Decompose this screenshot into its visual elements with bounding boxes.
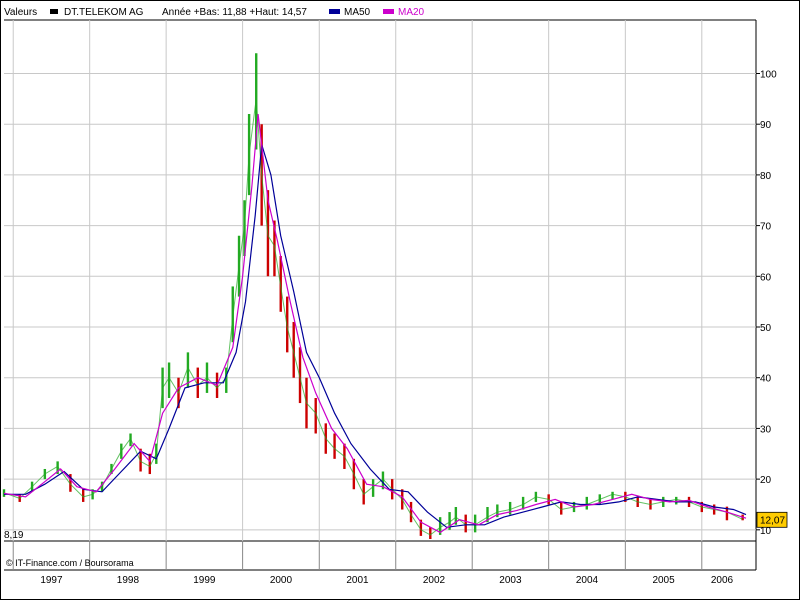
y-tick-label: 40 [760,374,772,385]
y-axis: 10 20 30 40 50 60 70 80 90 100 [756,69,777,537]
ma50-line [4,144,747,528]
y-tick-label: 50 [760,323,772,334]
y-tick-label: 100 [760,69,777,80]
moving-averages [3,114,747,534]
x-tick-label: 2001 [346,575,369,586]
y-tick-label: 90 [760,120,772,131]
ma50-legend-swatch [329,9,340,14]
security-legend-swatch [50,9,58,14]
ma20-label: MA20 [398,7,425,18]
ma20-line [3,114,747,534]
last-price-value: 12,07 [760,515,785,526]
last-price-badge: 12,07 [756,511,788,528]
y-tick-label: 20 [760,475,772,486]
legend: Valeurs DT.TELEKOM AG Année +Bas: 11,88 … [4,7,425,18]
credit-label: © IT-Finance.com / Boursorama [6,558,134,568]
last-price-badge-box [756,511,788,528]
price-candles [2,53,744,539]
y-tick-label: 80 [760,171,772,182]
x-axis: 1997 1998 1999 2000 2001 2002 2003 2004 2005 2006 [12,541,734,586]
low-value-label: 8,19 [4,530,24,541]
range-label: Année +Bas: 11,88 +Haut: 14,57 [162,7,307,18]
y-tick-label: 60 [760,272,772,283]
x-tick-label: 1997 [40,575,63,586]
ma20-legend-swatch [383,9,394,14]
valeurs-label: Valeurs [4,7,37,18]
y-tick-label: 30 [760,424,772,435]
x-tick-label: 2002 [423,575,446,586]
x-tick-label: 2005 [652,575,675,586]
y-tick-label: 70 [760,222,772,233]
security-label: DT.TELEKOM AG [64,7,144,18]
ma50-label: MA50 [344,7,371,18]
x-tick-label: 2003 [499,575,522,586]
x-tick-label: 1998 [117,575,140,586]
x-tick-label: 2006 [711,575,734,586]
y-tick-label: 10 [760,526,772,537]
x-tick-label: 2004 [576,575,599,586]
x-tick-label: 2000 [270,575,293,586]
x-tick-label: 1999 [193,575,216,586]
